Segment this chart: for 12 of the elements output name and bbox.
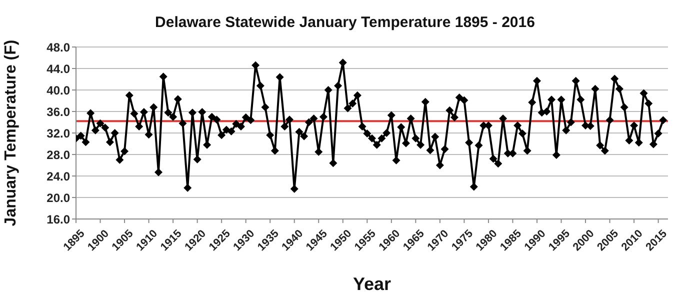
y-tick-label: 36.0 bbox=[46, 104, 70, 119]
y-tick-label: 48.0 bbox=[46, 40, 70, 54]
y-tick-label: 40.0 bbox=[46, 83, 70, 98]
y-axis-title: January Temperature (F) bbox=[2, 40, 20, 226]
y-tick-label: 20.0 bbox=[46, 190, 70, 205]
y-tick-label: 16.0 bbox=[46, 212, 70, 226]
y-tick-label: 44.0 bbox=[46, 62, 70, 76]
chart-title: Delaware Statewide January Temperature 1895 - 2016 bbox=[154, 14, 536, 31]
x-axis-title: Year bbox=[352, 274, 392, 294]
y-tick-label: 28.0 bbox=[46, 148, 70, 162]
y-tick-label: 32.0 bbox=[46, 126, 70, 140]
y-tick-label: 24.0 bbox=[46, 169, 70, 184]
